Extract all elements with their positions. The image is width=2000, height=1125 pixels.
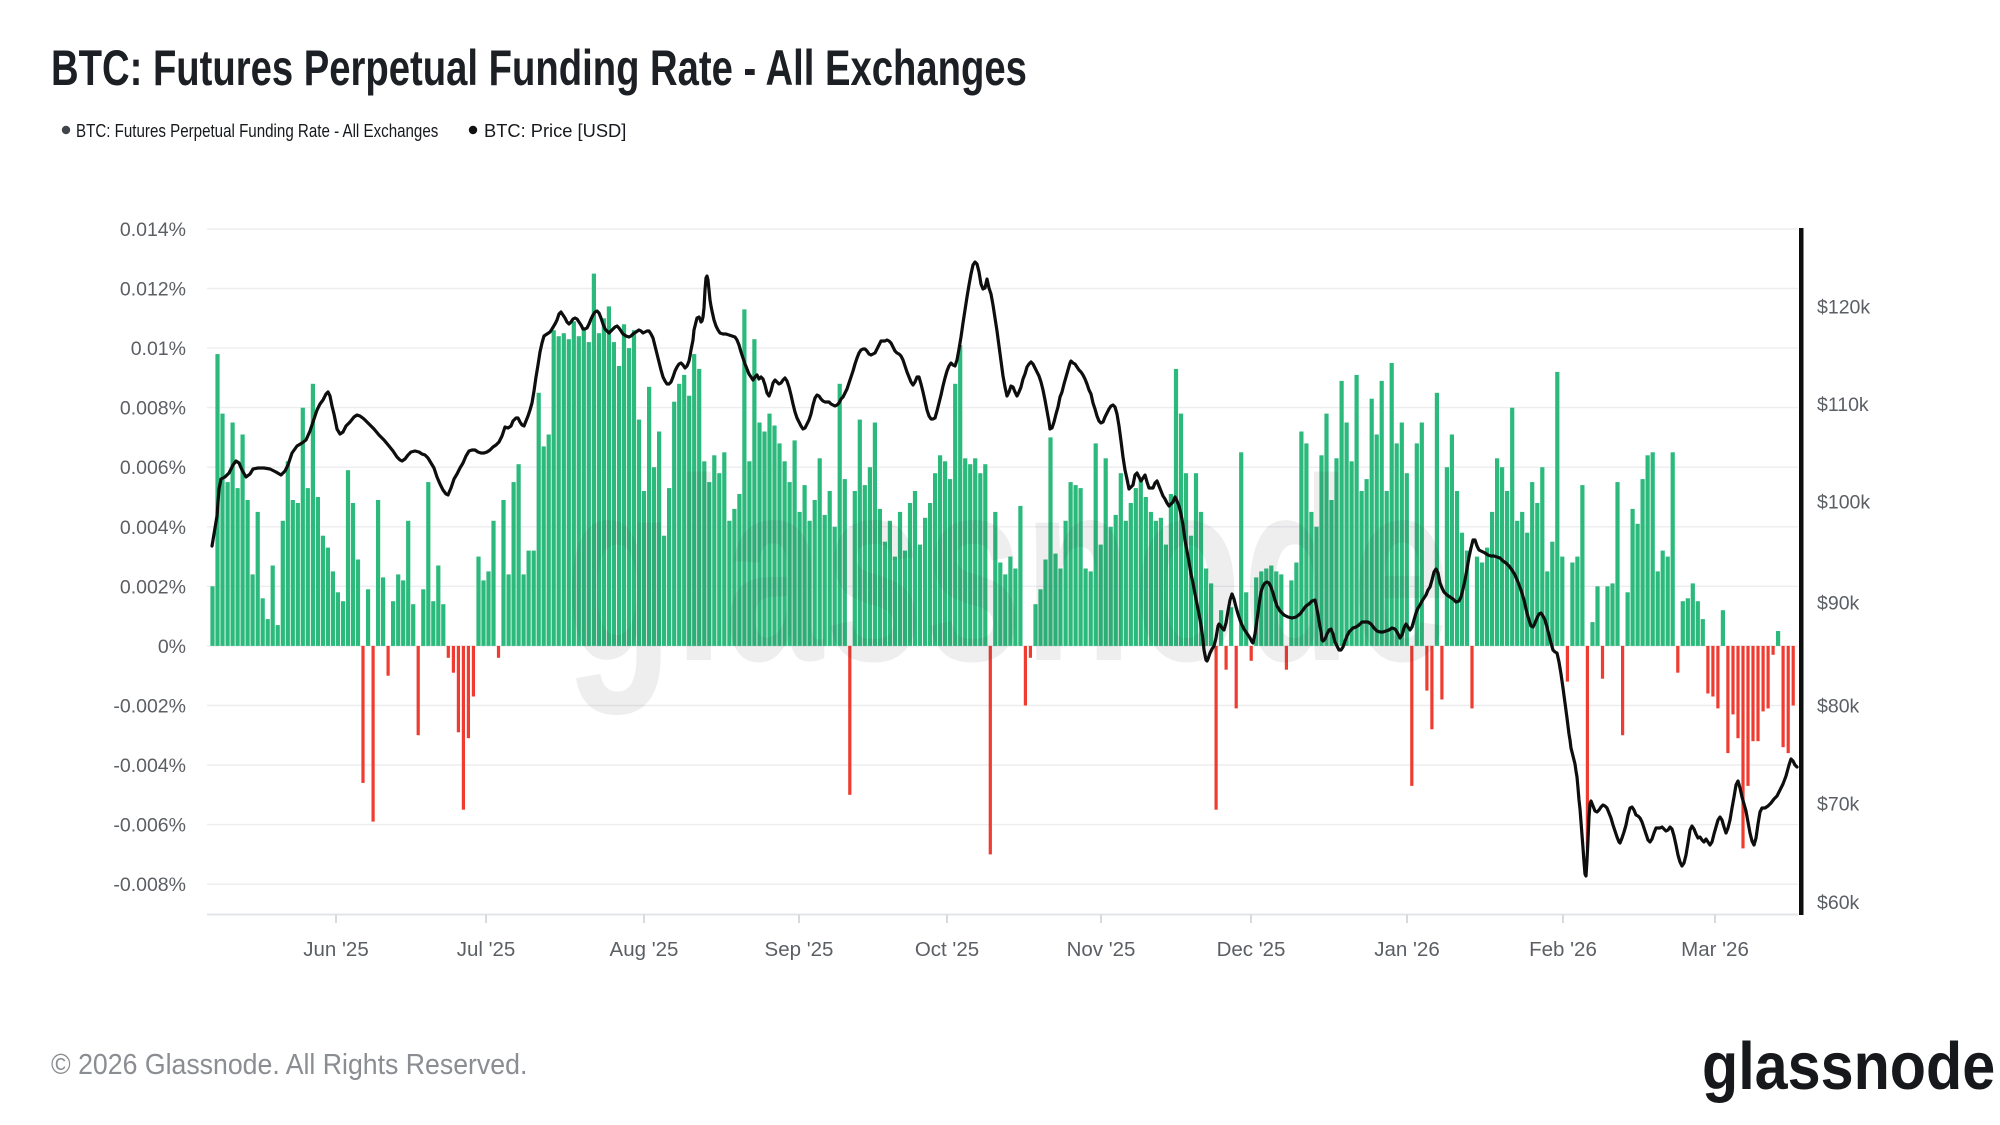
svg-text:BTC: Price [USD]: BTC: Price [USD] <box>484 120 626 141</box>
svg-text:$80k: $80k <box>1817 696 1860 718</box>
svg-text:-0.008%: -0.008% <box>113 874 186 896</box>
svg-text:$120k: $120k <box>1817 297 1870 319</box>
svg-text:0.012%: 0.012% <box>120 279 186 301</box>
svg-text:© 2026 Glassnode. All Rights R: © 2026 Glassnode. All Rights Reserved. <box>51 1048 527 1080</box>
svg-text:Aug '25: Aug '25 <box>610 938 679 961</box>
svg-text:0.014%: 0.014% <box>120 219 186 241</box>
svg-text:0%: 0% <box>158 636 186 658</box>
svg-text:Jul '25: Jul '25 <box>457 938 516 961</box>
svg-text:0.004%: 0.004% <box>120 517 186 539</box>
svg-text:BTC: Futures Perpetual Funding: BTC: Futures Perpetual Funding Rate - Al… <box>76 121 438 142</box>
svg-text:$100k: $100k <box>1817 492 1870 514</box>
svg-text:-0.002%: -0.002% <box>113 696 186 718</box>
svg-text:$60k: $60k <box>1817 892 1860 914</box>
svg-text:Jun '25: Jun '25 <box>303 938 368 961</box>
svg-text:Feb '26: Feb '26 <box>1529 938 1597 961</box>
svg-text:0.006%: 0.006% <box>120 457 186 479</box>
svg-text:$70k: $70k <box>1817 794 1860 816</box>
svg-text:-0.006%: -0.006% <box>113 815 186 837</box>
svg-text:Jan '26: Jan '26 <box>1374 938 1439 961</box>
svg-text:$110k: $110k <box>1817 394 1869 416</box>
svg-text:Sep '25: Sep '25 <box>765 938 834 961</box>
svg-text:glassnode: glassnode <box>565 426 1452 716</box>
svg-text:0.01%: 0.01% <box>131 338 186 360</box>
svg-text:Oct '25: Oct '25 <box>915 938 979 961</box>
svg-text:-0.004%: -0.004% <box>113 755 186 777</box>
svg-text:Mar '26: Mar '26 <box>1681 938 1749 961</box>
svg-text:0.008%: 0.008% <box>120 398 186 420</box>
svg-text:Nov '25: Nov '25 <box>1067 938 1136 961</box>
svg-text:glassnode: glassnode <box>1702 1030 1995 1104</box>
svg-text:BTC: Futures Perpetual Funding: BTC: Futures Perpetual Funding Rate - Al… <box>51 41 1027 96</box>
svg-text:$90k: $90k <box>1817 592 1860 614</box>
svg-text:Dec '25: Dec '25 <box>1217 938 1286 961</box>
svg-text:0.002%: 0.002% <box>120 576 186 598</box>
